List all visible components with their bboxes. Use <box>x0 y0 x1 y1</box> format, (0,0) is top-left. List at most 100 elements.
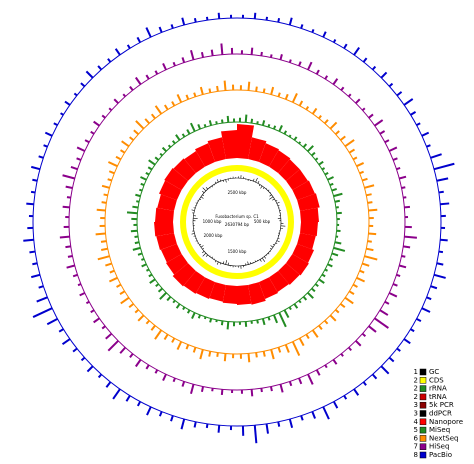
coverage-spike <box>211 256 213 259</box>
coverage-spike <box>162 62 167 71</box>
coverage-spike <box>371 373 378 380</box>
coverage-spike <box>140 176 147 181</box>
coverage-spike <box>154 105 163 115</box>
coverage-spike <box>32 178 38 182</box>
coverage-spike <box>90 309 95 314</box>
coverage-spike <box>298 299 302 304</box>
coverage-wedge <box>207 137 226 162</box>
coverage-spike <box>223 80 227 91</box>
coverage-spike <box>426 296 432 301</box>
coverage-spike <box>139 188 143 192</box>
coverage-spike <box>344 139 355 148</box>
coverage-spike <box>149 278 156 284</box>
coverage-spike <box>108 276 118 283</box>
coverage-spike <box>247 353 251 363</box>
coverage-spike <box>396 347 401 352</box>
coverage-spike <box>216 261 219 265</box>
coverage-spike <box>410 111 417 116</box>
coverage-spike <box>257 180 260 184</box>
legend-swatch <box>419 385 427 392</box>
legend-swatch <box>419 410 427 417</box>
coverage-spike <box>105 381 112 388</box>
coverage-spike <box>300 24 304 29</box>
coverage-spike <box>277 421 281 427</box>
legend-swatch <box>419 426 427 434</box>
coverage-wedge <box>209 282 226 302</box>
coverage-spike <box>433 162 455 171</box>
coverage-spike <box>172 61 176 67</box>
coverage-spike <box>359 170 364 175</box>
coverage-spike <box>203 316 207 320</box>
coverage-spike <box>399 175 407 180</box>
coverage-wedge <box>157 194 177 211</box>
coverage-spike <box>388 356 395 363</box>
coverage-spike <box>321 167 326 171</box>
coverage-spike <box>135 359 142 368</box>
coverage-spike <box>324 75 329 80</box>
coverage-spike <box>72 347 78 353</box>
coverage-wedge <box>196 277 216 300</box>
coverage-spike <box>388 82 394 88</box>
coverage-spike <box>430 285 438 290</box>
coverage-spike <box>101 114 106 119</box>
coverage-spike <box>195 240 198 242</box>
coverage-spike <box>403 98 414 106</box>
coverage-spike <box>135 120 145 130</box>
coverage-spike <box>367 201 373 204</box>
coverage-spike <box>298 141 302 145</box>
coverage-spike <box>276 201 280 204</box>
legend-number: 4 <box>414 418 419 426</box>
legend-label: CDS <box>429 376 444 384</box>
coverage-spike <box>171 101 176 107</box>
coverage-spike <box>361 332 367 337</box>
coverage-spike <box>148 159 156 166</box>
coverage-spike <box>403 245 411 249</box>
coverage-spike <box>265 423 269 434</box>
coverage-spike <box>339 303 346 309</box>
coverage-spike <box>436 262 444 266</box>
coverage-wedge <box>258 143 279 167</box>
coverage-spike <box>136 200 140 203</box>
coverage-spike <box>101 325 106 330</box>
coverage-spike <box>430 153 442 159</box>
coverage-spike <box>23 238 34 242</box>
coverage-spike <box>343 43 348 49</box>
coverage-spike <box>298 61 302 67</box>
coverage-spike <box>126 44 131 49</box>
coverage-spike <box>65 245 71 249</box>
legend-number: 7 <box>414 443 418 451</box>
coverage-spike <box>223 353 227 362</box>
coverage-spike <box>262 88 266 93</box>
coverage-spike <box>86 365 94 373</box>
coverage-spike <box>128 303 135 309</box>
coverage-spike <box>182 306 186 311</box>
coverage-spike <box>364 184 375 189</box>
legend-number: 3 <box>414 410 418 418</box>
coverage-spike <box>440 202 450 206</box>
coverage-spike <box>283 309 290 319</box>
track-baseline <box>104 89 370 355</box>
legend-number: 8 <box>414 451 418 459</box>
legend-number: 6 <box>414 434 419 442</box>
coverage-spike <box>401 186 406 190</box>
coverage-spike <box>53 122 58 127</box>
coverage-spike <box>186 129 191 135</box>
coverage-wedge <box>160 243 182 263</box>
coverage-spike <box>112 388 121 400</box>
coverage-spike <box>331 188 337 192</box>
coverage-spike <box>307 373 314 385</box>
coverage-wedge <box>237 124 255 159</box>
coverage-spike <box>250 118 254 124</box>
coverage-spike <box>331 252 339 257</box>
coverage-spike <box>162 373 167 382</box>
coverage-spike <box>62 205 70 209</box>
coverage-spike <box>334 130 340 135</box>
coverage-spike <box>30 165 41 171</box>
cds-ring <box>180 165 294 279</box>
coverage-spike <box>220 119 224 124</box>
coverage-wedge <box>269 271 290 293</box>
coverage-spike <box>260 185 263 189</box>
coverage-wedge <box>248 282 266 305</box>
coverage-spike <box>109 269 115 274</box>
coverage-spike <box>77 283 82 287</box>
